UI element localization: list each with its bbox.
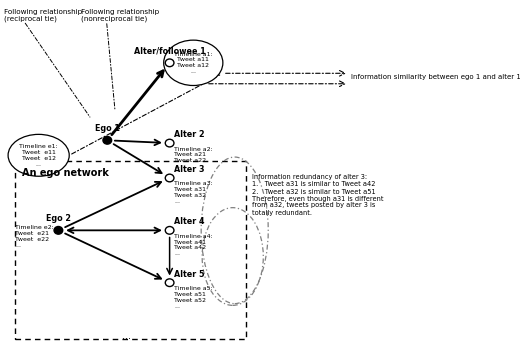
Ellipse shape [8,134,69,176]
Text: Timeline e1:
Tweet  e11
Tweet  e12
...: Timeline e1: Tweet e11 Tweet e12 ... [19,144,58,166]
Text: Alter 5: Alter 5 [174,269,205,279]
Text: An ego network: An ego network [22,168,109,178]
Text: Alter/followee 1: Alter/followee 1 [134,46,205,55]
Circle shape [165,279,174,287]
Text: Timeline a2:
Tweet a21
Tweet a22
...: Timeline a2: Tweet a21 Tweet a22 ... [174,147,213,169]
Text: Timeline a1:
Tweet a11
Tweet a12
...: Timeline a1: Tweet a11 Tweet a12 ... [174,52,213,74]
Circle shape [165,59,174,67]
Text: Timeline a3:
Tweet a31
Tweet a32
...: Timeline a3: Tweet a31 Tweet a32 ... [174,181,213,204]
Circle shape [103,136,112,144]
Circle shape [165,139,174,147]
Circle shape [165,174,174,182]
Text: Timeline e2:
Tweet  e21
Tweet  e22
...: Timeline e2: Tweet e21 Tweet e22 ... [15,225,54,247]
Text: Alter 3: Alter 3 [174,165,205,174]
Text: Ego 1: Ego 1 [95,124,120,133]
Circle shape [54,227,63,234]
Text: Timeline a4:
Tweet a41
Tweet a42
...: Timeline a4: Tweet a41 Tweet a42 ... [174,234,213,256]
Text: Following relationship
(nonreciprocal tie): Following relationship (nonreciprocal ti… [81,9,159,22]
Text: Timeline a5:
Tweet a51
Tweet a52
...: Timeline a5: Tweet a51 Tweet a52 ... [174,286,213,309]
Text: Information similarity between ego 1 and alter 1: Information similarity between ego 1 and… [351,74,520,80]
Text: ...: ... [122,331,131,341]
Text: Alter 4: Alter 4 [174,217,205,226]
Text: Following relationship
(reciprocal tie): Following relationship (reciprocal tie) [4,9,82,22]
Text: Information redundancy of alter 3:
1.   Tweet a31 is similar to Tweet a42
2.   T: Information redundancy of alter 3: 1. Tw… [252,174,384,215]
Text: Alter 2: Alter 2 [174,130,205,139]
Ellipse shape [164,40,223,86]
Text: Ego 2: Ego 2 [46,214,71,223]
Circle shape [165,227,174,234]
